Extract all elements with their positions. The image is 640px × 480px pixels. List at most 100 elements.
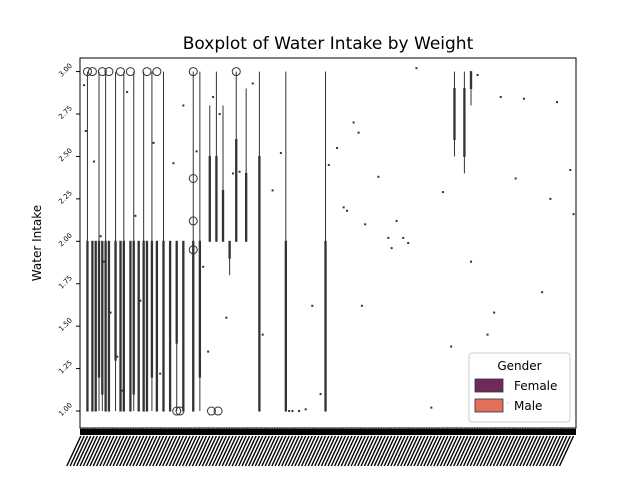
data-speck (159, 372, 162, 375)
box-body (129, 240, 132, 412)
box-body (122, 240, 125, 412)
chart-title: Boxplot of Water Intake by Weight (183, 34, 474, 54)
box-body (284, 240, 288, 412)
data-speck (172, 162, 175, 165)
x-tick-label (195, 435, 211, 467)
x-tick-label (221, 435, 237, 467)
x-tick-label (257, 435, 274, 467)
data-speck (288, 410, 291, 413)
outlier-point (188, 67, 198, 77)
x-tick-label (350, 435, 366, 467)
x-axis-ticks (66, 428, 576, 467)
x-tick-label (469, 435, 485, 467)
x-tick-label (525, 435, 542, 467)
data-speck (493, 311, 496, 314)
y-tick-label: 2.25 (57, 189, 74, 206)
x-tick-label (373, 435, 389, 467)
outlier-point (142, 67, 152, 77)
x-tick-label (522, 435, 538, 467)
x-tick-label (317, 435, 333, 467)
x-tick-label (142, 435, 158, 467)
x-tick-label (505, 435, 522, 467)
data-speck (360, 304, 363, 307)
outlier-point (125, 67, 135, 77)
x-tick-label (158, 435, 175, 467)
x-tick-label (396, 435, 413, 467)
x-tick-label (277, 435, 294, 467)
x-tick-label (307, 435, 323, 467)
x-tick-label (466, 435, 482, 467)
box-group (208, 105, 211, 242)
x-tick-label (178, 435, 194, 467)
x-tick-label (353, 435, 370, 467)
y-tick-label: 1.75 (57, 274, 74, 291)
data-speck (311, 304, 314, 307)
box-group (235, 71, 238, 242)
data-speck (569, 169, 572, 172)
x-tick-label (148, 435, 165, 467)
box-group (244, 88, 248, 242)
data-speck (514, 177, 517, 180)
box-body (119, 240, 122, 412)
data-speck (134, 214, 137, 217)
box-body (463, 88, 466, 157)
box-body (208, 155, 211, 242)
box-body (91, 240, 94, 412)
data-speck (357, 131, 360, 134)
x-tick-label (403, 435, 419, 467)
data-speck (352, 121, 355, 124)
x-tick-label (287, 435, 304, 467)
x-tick-label (214, 435, 231, 467)
data-speck (327, 163, 330, 166)
box-group (86, 71, 89, 412)
box-body (162, 240, 165, 412)
box-body (198, 240, 202, 378)
box-body (324, 240, 327, 412)
y-axis-label: Water Intake (30, 205, 44, 281)
x-tick-label (138, 435, 155, 467)
box-body (235, 138, 238, 242)
data-speck (298, 410, 301, 413)
x-tick-label (172, 435, 188, 467)
data-speck (364, 223, 367, 226)
outlier-point (82, 67, 92, 77)
x-tick-label (380, 435, 396, 467)
x-tick-label (529, 435, 545, 467)
box-group (168, 240, 172, 412)
data-speck (470, 260, 473, 263)
data-speck (395, 219, 398, 222)
x-tick-label (472, 435, 489, 467)
x-tick-label (218, 435, 234, 467)
data-speck (84, 129, 87, 132)
outlier-point (231, 67, 241, 77)
x-tick-label (162, 435, 178, 467)
data-speck (430, 406, 433, 409)
box-group (182, 240, 185, 412)
x-tick-label (334, 435, 350, 467)
x-tick-label (92, 435, 108, 467)
box-body (101, 240, 104, 395)
x-tick-label (231, 435, 247, 467)
x-tick-label (482, 435, 499, 467)
legend: Gender Female Male (468, 352, 571, 423)
x-tick-label (456, 435, 472, 467)
x-tick-label (363, 435, 380, 467)
x-tick-label (439, 435, 456, 467)
y-tick-label: 3.00 (57, 62, 74, 79)
x-tick-label (459, 435, 475, 467)
x-tick-label (499, 435, 515, 467)
data-speck (212, 96, 215, 99)
x-tick-label (453, 435, 469, 467)
x-tick-label (294, 435, 310, 467)
data-speck (476, 73, 479, 76)
x-tick-label (175, 435, 191, 467)
x-tick-label (502, 435, 518, 467)
legend-title: Gender (497, 359, 541, 373)
box-group (114, 71, 117, 412)
x-tick-label (304, 435, 320, 467)
x-tick-label (360, 435, 376, 467)
box-group (104, 71, 107, 412)
outlier-point (104, 67, 114, 77)
box-group (228, 240, 231, 276)
box-group (162, 71, 165, 412)
